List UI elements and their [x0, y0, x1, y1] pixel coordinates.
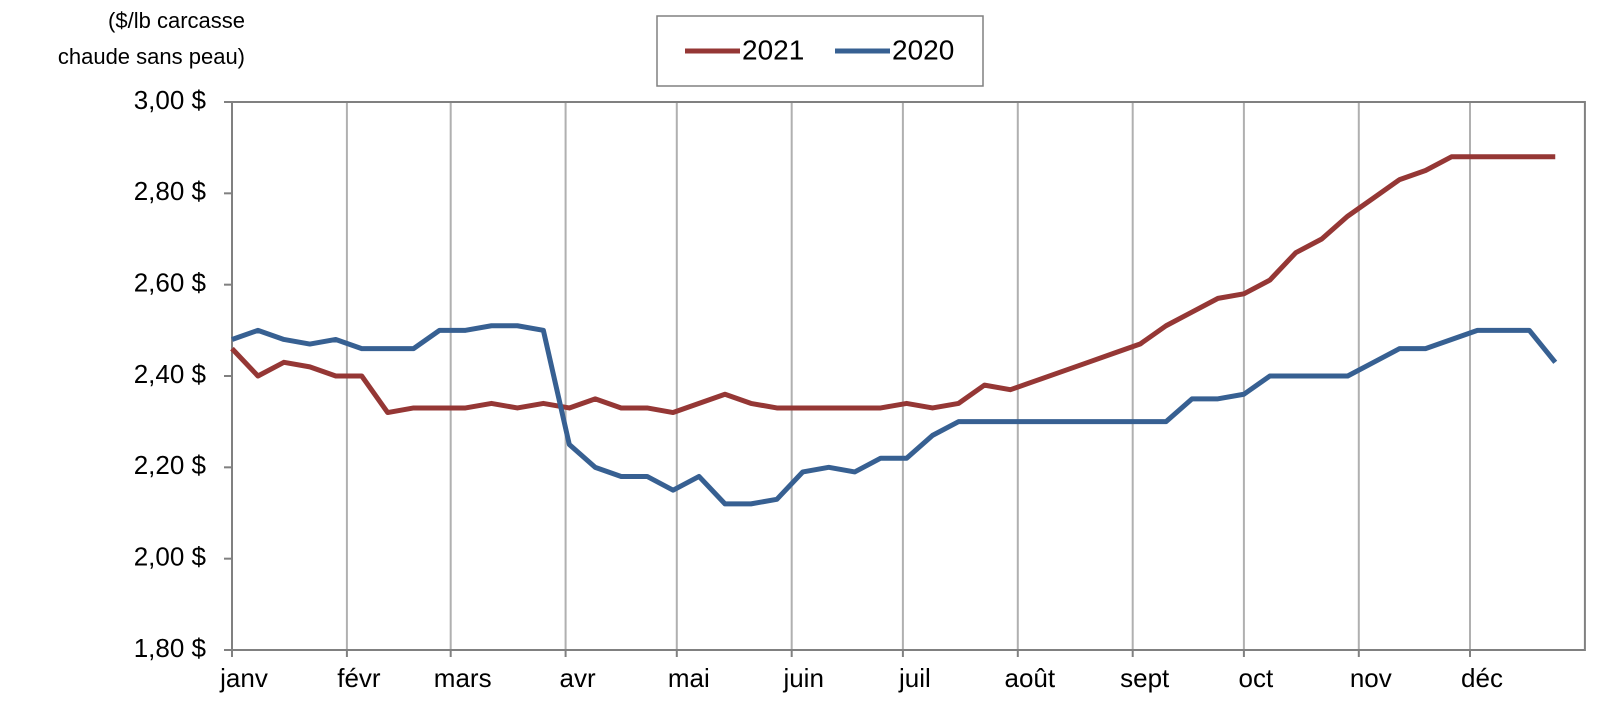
y-tick-label: 1,80 $ — [134, 633, 207, 663]
y-tick-label: 3,00 $ — [134, 85, 207, 115]
plot-border — [231, 101, 1586, 651]
x-tick-label: nov — [1350, 663, 1392, 693]
y-tick-label: 2,20 $ — [134, 450, 207, 480]
y-tick-label: 2,40 $ — [134, 359, 207, 389]
x-tick-label: août — [1004, 663, 1055, 693]
y-axis-label: chaude sans peau) — [58, 44, 245, 69]
x-tick-label: mai — [668, 663, 710, 693]
x-tick-label: oct — [1239, 663, 1274, 693]
line-series — [231, 323, 1558, 507]
y-tick-label: 2,60 $ — [134, 268, 207, 298]
legend-label: 2020 — [892, 34, 954, 65]
y-axis-label: ($/lb carcasse — [108, 8, 245, 33]
x-tick-label: sept — [1120, 663, 1170, 693]
x-tick-label: mars — [434, 663, 492, 693]
y-tick-label: 2,80 $ — [134, 176, 207, 206]
x-tick-label: févr — [337, 663, 381, 693]
x-tick-label: janv — [219, 663, 268, 693]
x-tick-label: avr — [560, 663, 596, 693]
line-series — [230, 154, 1556, 416]
x-tick-label: juil — [898, 663, 931, 693]
x-tick-label: juin — [782, 663, 823, 693]
y-tick-label: 2,00 $ — [134, 542, 207, 572]
legend-label: 2021 — [742, 34, 804, 65]
x-tick-label: déc — [1461, 663, 1503, 693]
